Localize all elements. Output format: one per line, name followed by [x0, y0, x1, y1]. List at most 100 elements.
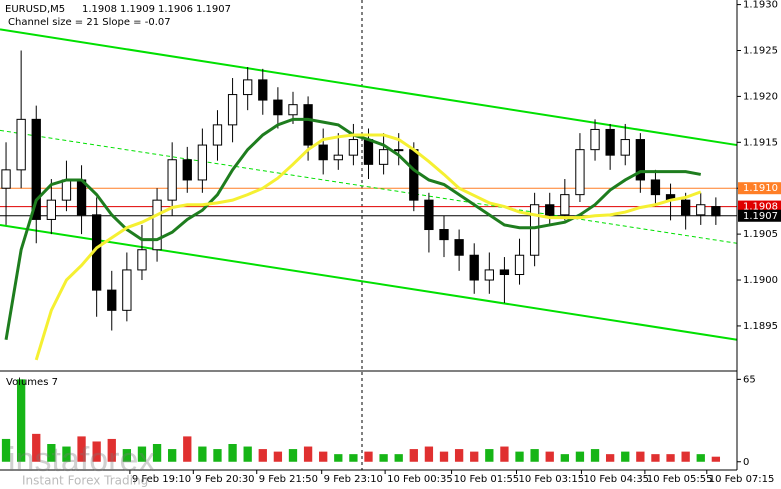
y-tick-label: 1.1900 — [743, 275, 778, 286]
volume-bar — [394, 454, 403, 462]
candle-body — [711, 206, 721, 217]
watermark: instaforex — [8, 441, 155, 479]
volume-bar — [213, 449, 222, 462]
volume-bar — [47, 444, 56, 462]
volume-bar — [485, 449, 494, 462]
volume-bar — [424, 446, 434, 462]
x-tick-label: 10 Feb 04:35 — [583, 474, 649, 485]
volume-bar — [183, 436, 192, 462]
candle-body — [243, 79, 253, 96]
candle-body — [137, 249, 147, 271]
candle-body — [227, 94, 238, 126]
candle-body — [590, 128, 600, 151]
volume-bar — [319, 451, 328, 462]
candle-body — [605, 128, 615, 156]
volume-bar — [439, 451, 449, 462]
x-tick-label: 9 Feb 23:10 — [324, 474, 383, 485]
price-label: 1.1908 — [743, 202, 778, 213]
volume-bar — [590, 449, 600, 462]
volume-bar — [515, 451, 524, 462]
candle-body — [394, 149, 404, 152]
candle-body — [61, 179, 72, 201]
volume-bar — [92, 441, 101, 462]
ohlc: 1.1906 — [158, 4, 193, 15]
candle-body — [122, 269, 132, 311]
x-tick-label: 10 Feb 00:35 — [387, 474, 453, 485]
candle-body — [499, 269, 510, 276]
volume-bar — [605, 454, 615, 462]
volume-bar — [1, 438, 11, 462]
price-label: 1.1910 — [743, 183, 778, 194]
candle-body — [680, 199, 691, 216]
candle-body — [288, 104, 298, 116]
volume-bar — [666, 454, 675, 462]
x-tick-label: 9 Feb 21:50 — [259, 474, 318, 485]
volume-bar — [454, 449, 464, 462]
volume-bar — [349, 454, 358, 462]
volume-bar — [198, 446, 207, 462]
candle-body — [318, 144, 328, 161]
y-tick-label: 1.1895 — [743, 321, 778, 332]
candle-body — [620, 139, 630, 156]
subtitle: Channel size = 21 Slope = -0.07 — [8, 17, 171, 28]
volume-tick-label: 0 — [743, 457, 749, 468]
candle-body — [76, 179, 87, 216]
volume-bar — [288, 449, 298, 462]
ohlc: 1.1908 — [82, 4, 117, 15]
volume-bar — [681, 451, 690, 462]
volume-tick-label: 65 — [743, 374, 756, 385]
volume-bar — [696, 454, 705, 462]
watermark-sub: Instant Forex Trading — [22, 474, 148, 488]
candle-body — [529, 204, 540, 256]
volume-bar — [168, 449, 177, 462]
symbol: EURUSD,M5 — [5, 4, 65, 15]
volume-bar — [500, 446, 509, 462]
volume-bar — [560, 454, 569, 462]
volume-bar — [409, 449, 418, 462]
candle-body — [182, 159, 192, 181]
candle-body — [333, 154, 343, 161]
x-tick-label: 10 Feb 05:55 — [647, 474, 713, 485]
volume-bar — [107, 438, 116, 462]
x-tick-label: 10 Feb 03:15 — [519, 474, 585, 485]
price-label-box — [738, 209, 781, 222]
candle-body — [650, 179, 661, 196]
x-tick-label: 10 Feb 07:15 — [709, 474, 775, 485]
ohlc: 1.1909 — [120, 4, 155, 15]
channel-upper — [0, 28, 738, 147]
channel-middle — [0, 129, 738, 244]
moving-average — [34, 133, 702, 361]
volume-bar — [258, 449, 267, 462]
volume-bar — [16, 379, 26, 462]
price-label: 1.1907 — [743, 211, 778, 222]
candle-body — [560, 194, 570, 216]
volume-bar — [364, 451, 373, 462]
volume-bar — [621, 451, 630, 462]
volume-bar — [545, 451, 554, 462]
volume-label: Volumes 7 — [6, 377, 58, 388]
volume-bar — [122, 449, 132, 462]
y-tick-label: 1.1930 — [743, 0, 778, 11]
volume-bar — [77, 436, 86, 462]
candle-body — [484, 269, 494, 281]
candle-body — [469, 254, 479, 281]
candle-body — [1, 169, 11, 189]
candle-body — [696, 204, 706, 216]
candle-body — [424, 199, 434, 231]
candle-body — [167, 159, 177, 201]
price-label-box — [738, 182, 781, 195]
candle-body — [152, 199, 162, 251]
candle-body — [635, 139, 645, 181]
candle-body — [273, 99, 283, 116]
x-tick-label: 9 Feb 19:10 — [132, 474, 191, 485]
x-tick-label: 10 Feb 01:55 — [454, 474, 520, 485]
ohlc: 1.1907 — [196, 4, 231, 15]
candle-body — [363, 139, 374, 165]
y-tick-label: 1.1925 — [743, 45, 778, 56]
candle-body — [31, 118, 41, 220]
volume-bar — [651, 454, 660, 462]
x-tick-label: 9 Feb 20:30 — [195, 474, 254, 485]
candle-body — [454, 239, 464, 256]
volume-bar — [575, 451, 585, 462]
candle-body — [46, 199, 57, 220]
